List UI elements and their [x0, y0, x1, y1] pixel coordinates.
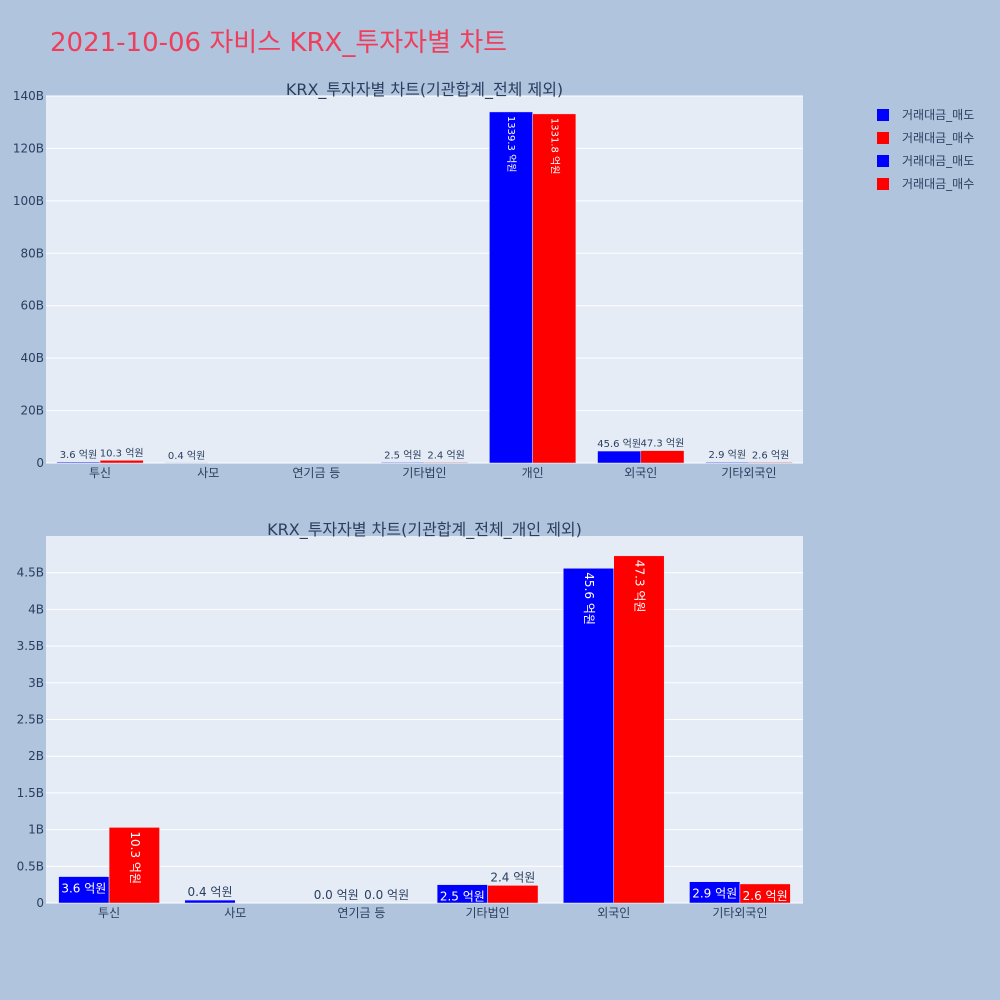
- data-label: 1339.3 억원: [505, 116, 517, 173]
- bar: [705, 461, 750, 464]
- bar: [613, 555, 665, 904]
- legend-label[interactable]: 거래대금_매도: [902, 154, 974, 168]
- x-tick-label: 외국인: [624, 466, 657, 480]
- bar: [487, 885, 539, 904]
- page-title: 2021-10-06 자비스 KRX_투자자별 차트: [50, 28, 508, 58]
- data-label: 2.9 억원: [709, 449, 746, 461]
- bar: [489, 111, 533, 464]
- x-tick-label: 사모: [224, 906, 246, 920]
- bar: [748, 462, 793, 464]
- x-tick-label: 기타외국인: [721, 466, 776, 480]
- plot-area: [46, 96, 803, 463]
- bar: [380, 462, 425, 464]
- x-tick-label: 연기금 등: [337, 906, 385, 920]
- y-tick-label: 2.5B: [17, 713, 44, 727]
- y-tick-label: 120B: [13, 141, 44, 155]
- data-label: 0.4 억원: [168, 450, 205, 462]
- chart-bottom: 0 0.5B 1B 1.5B 2B 2.5B 3B 3.5B 4B 4.5B KRX_투자자별 차트…: [17, 520, 803, 920]
- bar: [56, 461, 101, 464]
- data-label: 10.3 억원: [100, 447, 144, 459]
- bar: [58, 876, 110, 904]
- data-label: 47.3 억원: [640, 438, 684, 450]
- y-tick-label: 1.5B: [17, 786, 44, 800]
- chart-title: KRX_투자자별 차트(기관합계_전체 제외): [286, 80, 563, 100]
- y-tick-label: 0: [36, 456, 44, 470]
- legend-swatch: [877, 178, 889, 190]
- data-label: 2.4 억원: [427, 449, 464, 461]
- data-label: 0.4 억원: [188, 885, 233, 899]
- bar: [532, 113, 577, 464]
- x-tick-label: 투신: [98, 906, 120, 920]
- bar: [184, 899, 236, 904]
- data-label: 47.3 억원: [632, 560, 646, 613]
- data-label: 0.0 억원: [364, 888, 409, 902]
- bar: [739, 883, 791, 904]
- legend-label[interactable]: 거래대금_매수: [902, 131, 974, 145]
- x-tick-label: 기타외국인: [712, 906, 767, 920]
- data-label: 10.3 억원: [128, 831, 142, 884]
- y-tick-label: 2B: [28, 749, 44, 763]
- data-label: 2.6 억원: [752, 449, 789, 461]
- y-tick-label: 60B: [20, 299, 44, 313]
- data-label: 3.6 억원: [60, 449, 97, 461]
- bar: [424, 462, 469, 464]
- y-tick-label: 1B: [28, 823, 44, 837]
- chart-title: KRX_투자자별 차트(기관합계_전체_개인 제외): [267, 520, 582, 540]
- data-label: 45.6 억원: [582, 572, 596, 625]
- y-tick-label: 80B: [20, 246, 44, 260]
- x-tick-label: 투신: [89, 466, 111, 480]
- y-tick-label: 3.5B: [17, 639, 44, 653]
- legend-swatch: [877, 109, 889, 121]
- bar: [563, 568, 614, 904]
- y-tick-label: 4.5B: [17, 566, 44, 580]
- legend-label[interactable]: 거래대금_매도: [902, 108, 974, 122]
- data-label: 1331.8 억원: [548, 118, 560, 175]
- y-tick-label: 0.5B: [17, 859, 44, 873]
- x-tick-label: 외국인: [597, 906, 630, 920]
- chart-top: 0 20B 40B 60B 80B 100B 120B 140B KRX_투자자별 차트(기관합…: [13, 80, 803, 480]
- bar: [108, 827, 160, 904]
- data-label: 0.0 억원: [314, 888, 359, 902]
- x-tick-label: 기타법인: [465, 906, 509, 920]
- bar: [597, 450, 642, 464]
- data-label: 2.6 억원: [743, 889, 788, 903]
- data-label: 2.5 억원: [440, 890, 485, 904]
- data-label: 45.6 억원: [597, 438, 641, 450]
- data-label: 2.9 억원: [692, 887, 737, 901]
- y-tick-label: 3B: [28, 676, 44, 690]
- y-tick-label: 100B: [13, 194, 44, 208]
- y-tick-label: 140B: [13, 89, 44, 103]
- legend-label[interactable]: 거래대금_매수: [902, 177, 974, 191]
- data-label: 2.5 억원: [384, 449, 421, 461]
- legend-swatch: [877, 132, 889, 144]
- y-tick-label: 20B: [20, 404, 44, 418]
- y-tick-label: 40B: [20, 351, 44, 365]
- bar: [99, 460, 144, 464]
- x-tick-label: 연기금 등: [292, 466, 340, 480]
- y-tick-label: 4B: [28, 602, 44, 616]
- x-tick-label: 사모: [197, 466, 219, 480]
- data-label: 2.4 억원: [490, 870, 535, 884]
- x-tick-label: 기타법인: [402, 466, 446, 480]
- y-tick-label: 0: [36, 896, 44, 910]
- data-label: 3.6 억원: [61, 882, 106, 896]
- bar: [640, 450, 685, 464]
- x-tick-label: 개인: [522, 466, 544, 480]
- legend-swatch: [877, 155, 889, 167]
